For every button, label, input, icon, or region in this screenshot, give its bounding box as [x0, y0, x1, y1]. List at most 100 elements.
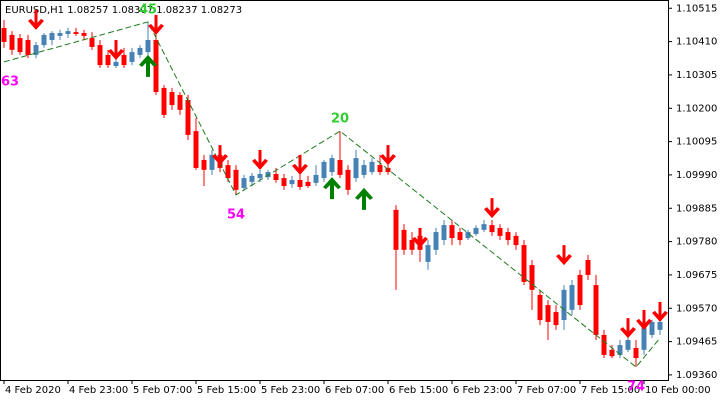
x-tick-label: 5 Feb 23:00: [261, 385, 320, 396]
candle-body: [561, 289, 567, 320]
x-tick-label: 4 Feb 2020: [5, 385, 61, 396]
candle-body: [505, 232, 511, 240]
candle-body: [441, 225, 447, 240]
candle-body: [489, 225, 495, 233]
candle-body: [625, 340, 631, 350]
chart-title: EURUSD,H1 1.08257 1.08307 1.08237 1.0827…: [5, 5, 242, 16]
candle-body: [497, 227, 503, 236]
candle-body: [193, 131, 199, 168]
zigzag-label: 20: [331, 112, 349, 127]
sell-arrow: [412, 227, 428, 248]
sell-arrow: [652, 301, 668, 322]
y-tick-label: 1.09885: [676, 203, 717, 214]
buy-arrow: [355, 187, 373, 210]
candle-body: [145, 40, 151, 53]
candle-body: [369, 161, 375, 173]
candle-body: [593, 285, 599, 335]
candle-body: [553, 312, 559, 326]
sell-arrow: [556, 245, 572, 266]
candle-body: [265, 172, 271, 178]
candle-body: [433, 232, 439, 250]
sell-arrow: [292, 154, 308, 175]
x-tick-label: 5 Feb 07:00: [133, 385, 192, 396]
candle-body: [201, 160, 207, 170]
candle-body: [161, 87, 167, 115]
candle-body: [649, 321, 655, 335]
candle-body: [457, 232, 463, 240]
candle-body: [321, 161, 327, 179]
x-tick-label: 7 Feb 15:00: [581, 385, 640, 396]
candle-body: [481, 224, 487, 230]
candle-body: [257, 173, 263, 179]
candle-body: [113, 61, 119, 67]
candle-body: [577, 274, 583, 306]
y-tick-label: 1.09675: [676, 270, 717, 281]
candle-body: [337, 160, 343, 175]
candle-body: [233, 169, 239, 190]
candle-body: [409, 240, 415, 250]
candle-body: [129, 52, 135, 62]
x-tick-label: 6 Feb 07:00: [325, 385, 384, 396]
candle-body: [153, 40, 159, 93]
candle-body: [17, 38, 23, 53]
sell-arrow: [252, 149, 268, 170]
candle-body: [225, 165, 231, 179]
candle-body: [25, 40, 31, 55]
zigzag-label: 63: [1, 74, 19, 89]
y-tick-label: 1.09360: [676, 370, 717, 381]
candle-body: [537, 294, 543, 320]
x-tick-label: 6 Feb 23:00: [453, 385, 512, 396]
candle-body: [289, 180, 295, 185]
candle-body: [617, 345, 623, 355]
candle-body: [249, 175, 255, 182]
candle-body: [329, 158, 335, 173]
candle-body: [545, 305, 551, 322]
candle-body: [81, 33, 87, 36]
candle-body: [641, 325, 647, 350]
candle-body: [633, 347, 639, 359]
candle-body: [273, 173, 279, 180]
candle-body: [177, 94, 183, 110]
y-tick-label: 1.09570: [676, 303, 717, 314]
candle-body: [41, 34, 47, 46]
buy-arrow: [323, 177, 341, 200]
candle-body: [465, 232, 471, 239]
candle-body: [353, 158, 359, 179]
candle-body: [89, 38, 95, 47]
x-tick-label: 7 Feb 07:00: [517, 385, 576, 396]
candle-body: [361, 165, 367, 175]
candle-body: [1, 27, 7, 42]
candle-body: [377, 165, 383, 173]
y-tick-label: 1.09780: [676, 237, 717, 248]
buy-arrow: [139, 54, 157, 77]
y-tick-label: 1.10305: [676, 70, 717, 81]
y-tick-label: 1.10200: [676, 103, 717, 114]
sell-arrow: [108, 40, 124, 60]
sell-arrow: [148, 14, 164, 35]
candle-body: [401, 229, 407, 250]
candle-body: [393, 209, 399, 250]
candle-body: [65, 31, 71, 34]
sell-arrow: [28, 9, 44, 30]
zigzag-label: 74: [627, 379, 645, 394]
candle-body: [137, 47, 143, 55]
zigzag-label: 54: [227, 207, 245, 222]
candle-body: [513, 235, 519, 246]
candle-body: [657, 321, 663, 330]
candle-body: [121, 54, 127, 66]
sell-arrow: [620, 318, 636, 339]
x-tick-label: 5 Feb 15:00: [197, 385, 256, 396]
candle-body: [73, 32, 79, 34]
candle-body: [105, 54, 111, 66]
candle-body: [281, 178, 287, 187]
candle-body: [57, 33, 63, 36]
y-tick-label: 1.10095: [676, 137, 717, 148]
candle-body: [97, 45, 103, 66]
candle-body: [449, 225, 455, 239]
candle-body: [585, 260, 591, 275]
candle-body: [425, 245, 431, 262]
candle-body: [185, 100, 191, 135]
candle-body: [345, 169, 351, 190]
